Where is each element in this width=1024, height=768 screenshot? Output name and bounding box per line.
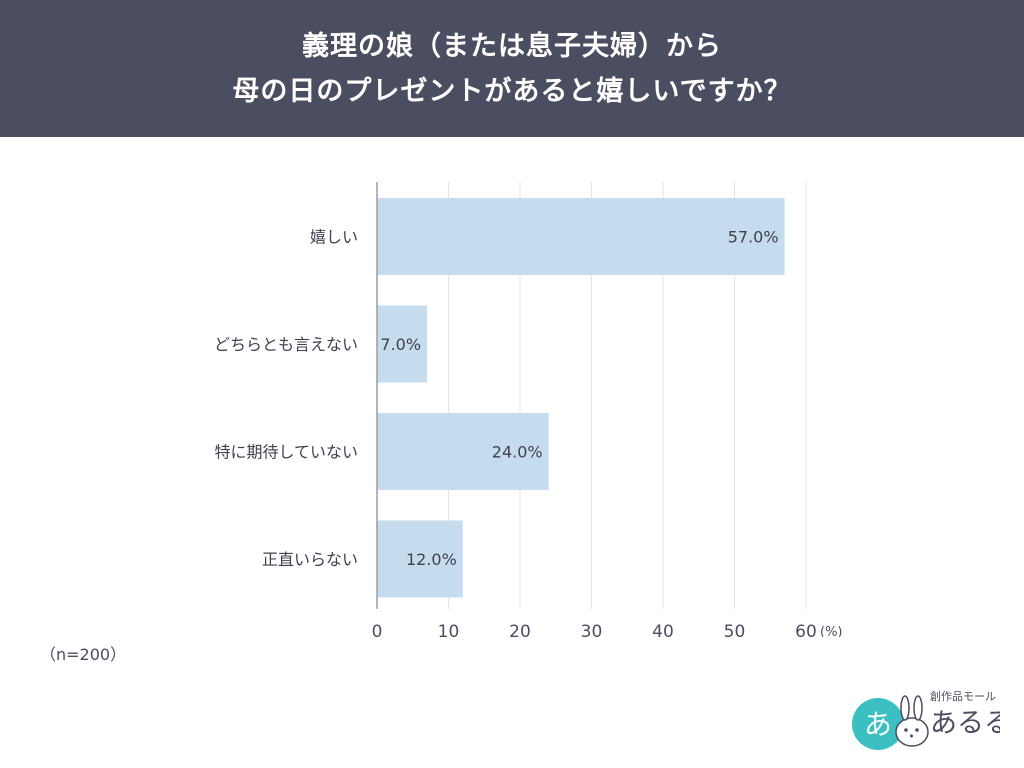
- sample-size-note: （n=200）: [40, 645, 127, 664]
- x-tick-label: 30: [581, 622, 603, 637]
- bar: [377, 305, 428, 383]
- logo-name: あるる: [930, 708, 1000, 739]
- x-tick-label: 40: [652, 622, 674, 637]
- brand-logo: あ 創作品モール あるる: [852, 689, 1000, 750]
- bar-chart: 嬉しい 57.0% どちらとも言えない 7.0% 特に期待していない 24.0% 正直いらな…: [214, 182, 843, 637]
- x-tick-label: 50: [724, 622, 746, 637]
- x-tick-label: 20: [509, 622, 531, 637]
- category-label: どちらとも言えない: [214, 335, 358, 354]
- bar: [377, 413, 549, 490]
- bar-value-label: 24.0%: [492, 443, 543, 462]
- bar-value-label: 57.0%: [728, 228, 779, 247]
- x-unit-label: (%): [820, 625, 843, 637]
- title-line-2: 母の日のプレゼントがあると嬉しいですか？: [232, 75, 792, 107]
- bar: [377, 520, 463, 598]
- bar: [377, 198, 785, 275]
- logo-badge-text: あ: [864, 708, 892, 741]
- category-label: 特に期待していない: [214, 443, 358, 462]
- logo-badge-circle: [852, 698, 904, 750]
- bar-value-label: 7.0%: [380, 335, 421, 354]
- category-label: 正直いらない: [262, 550, 358, 569]
- x-tick-label: 10: [438, 622, 460, 637]
- title-line-1: 義理の娘（または息子夫婦）から: [302, 30, 722, 62]
- x-tick-label: 60: [795, 622, 817, 637]
- title-banner: 義理の娘（または息子夫婦）から 母の日のプレゼントがあると嬉しいですか？: [0, 0, 1024, 137]
- category-label: 嬉しい: [310, 228, 358, 247]
- rabbit-icon: [895, 695, 929, 747]
- x-tick-label: 0: [372, 622, 383, 637]
- bar-value-label: 12.0%: [406, 550, 457, 569]
- logo-tagline: 創作品モール: [930, 689, 996, 703]
